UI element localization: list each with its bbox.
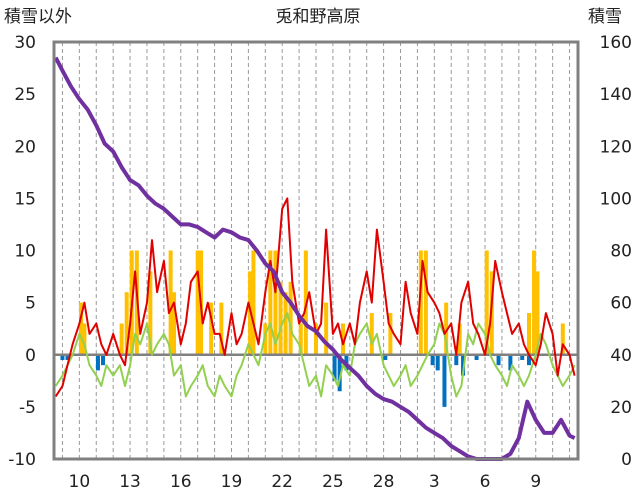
right-tick-label: 100 [600,189,632,209]
left-tick-label: 5 [25,294,36,314]
precip-bar-25 [341,323,346,355]
x-tick-label: 13 [119,472,141,492]
precip-bar-21 [298,323,303,355]
right-tick-label: 40 [610,346,632,366]
left-tick-label: 25 [14,85,36,105]
precip-bar-37 [560,323,565,355]
precip-bar-30 [444,302,449,355]
precip-bar-16 [268,250,273,355]
snow-change-bar-5 [337,354,342,392]
right-tick-label: 140 [600,85,632,105]
precip-bar-34 [526,313,531,355]
right-tick-label: 120 [600,137,632,157]
right-tick-label: 80 [610,242,632,262]
snow-change-bar-0 [60,354,65,360]
x-tick-label: 16 [170,472,192,492]
x-tick-label: 9 [530,472,541,492]
precip-bar-17 [273,250,278,355]
plot-frame [52,40,580,461]
x-tick-label: 25 [322,472,344,492]
precip-bar-11 [209,302,214,355]
left-axis-title: 積雪以外 [4,7,72,27]
left-tick-label: 30 [14,33,36,53]
right-tick-label: 160 [600,33,632,53]
precip-bar-0 [79,302,84,355]
snow-change-bar-14 [496,354,501,366]
right-axis-ticks: 160 140 120 100 80 60 40 20 0 [600,33,632,470]
snow-change-bar-11 [454,354,459,366]
left-tick-label: 20 [14,137,36,157]
right-tick-label: 20 [610,398,632,418]
precip-bar-29 [423,250,428,355]
x-tick-label: 28 [373,472,395,492]
precip-bar-32 [484,250,489,355]
precip-bar-18 [278,281,283,355]
right-axis-title: 積雪 [588,7,622,27]
x-tick-label: 22 [271,472,293,492]
right-tick-label: 60 [610,294,632,314]
temp_min-line [54,312,576,398]
chart-title: 兎和野高原 [276,7,361,27]
snow-change-bar-2 [95,354,100,371]
precip-bar-1 [82,323,87,355]
snow-change-bar-16 [520,354,525,360]
precip-bar-8 [172,292,177,355]
snow-change-bar-8 [430,354,435,366]
precip-bar-9 [195,250,200,355]
snow-change-bar-3 [101,354,106,366]
left-tick-label: 15 [14,189,36,209]
precip-bar-15 [263,323,268,355]
snow-change-bar-13 [474,354,479,360]
left-tick-label: 0 [25,346,36,366]
x-axis-ticks: 10 13 16 19 22 25 28 3 6 9 [69,472,542,492]
precip-bar-23 [314,323,318,355]
left-axis-ticks: 30 25 20 15 10 5 0 -5 -10 [8,33,36,470]
snow-change-bar-15 [508,354,513,371]
precip-bar-27 [388,313,393,355]
x-tick-label: 10 [69,472,91,492]
precip-bar-36 [535,271,540,355]
snow-change-bar-9 [435,354,440,371]
snow-change-bar-12 [461,354,466,376]
snow-change-bar-17 [526,354,531,366]
snow-change-bar-1 [65,354,70,360]
x-tick-label: 6 [480,472,491,492]
snow-change-bar-10 [442,354,447,407]
precip-bar-7 [168,250,173,355]
precip-bar-31 [457,323,462,355]
snow-change-bar-4 [332,354,337,381]
precip-bar-2 [119,323,124,355]
snow-change-bar-7 [383,354,388,360]
left-tick-label: -10 [8,450,36,470]
precip-bar-6 [148,271,153,355]
precip-bar-3 [124,292,129,355]
precip-bar-28 [418,250,423,355]
precip-bar-19 [283,292,288,355]
precip-bar-20 [288,281,293,355]
precip-bar-12 [219,302,224,355]
x-tick-label: 3 [429,472,440,492]
precip-bar-14 [251,250,256,355]
left-tick-label: 10 [14,242,36,262]
x-tick-label: 19 [221,472,243,492]
precip-bar-24 [324,302,329,355]
precip-bar-35 [532,250,537,355]
left-tick-label: -5 [19,398,36,418]
right-tick-label: 0 [621,450,632,470]
precip-bar-26 [369,313,374,355]
